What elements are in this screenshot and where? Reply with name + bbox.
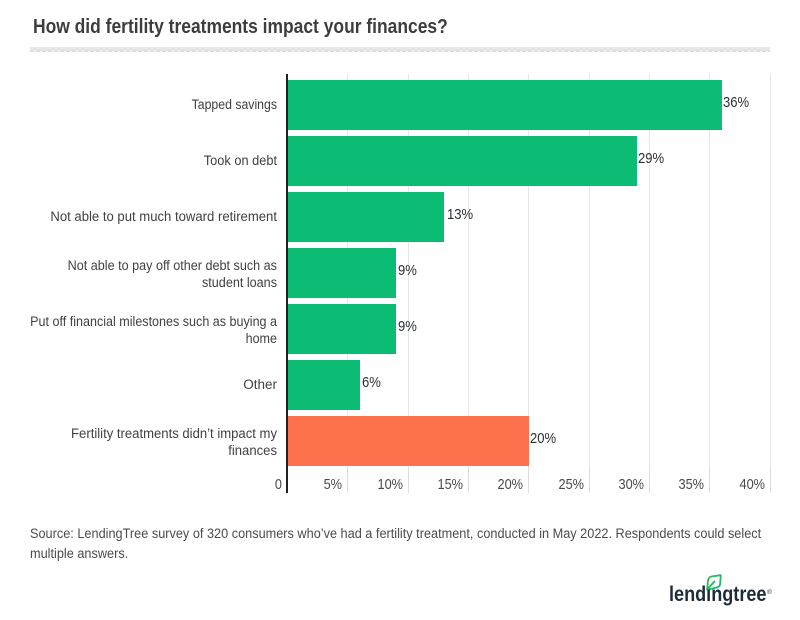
svg-text:lendıngtree: lendıngtree bbox=[669, 583, 767, 606]
svg-text:®: ® bbox=[767, 588, 772, 596]
